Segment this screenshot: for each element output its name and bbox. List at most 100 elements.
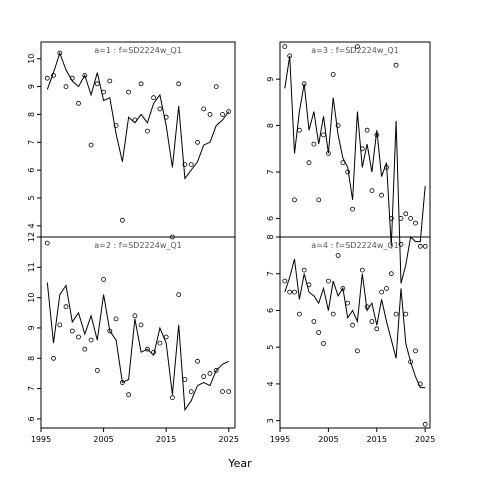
observed-point bbox=[63, 84, 69, 89]
observed-point bbox=[169, 395, 175, 401]
observed-point bbox=[220, 389, 225, 395]
observed-point bbox=[120, 217, 125, 223]
observed-point bbox=[398, 241, 404, 247]
observed-point bbox=[369, 319, 375, 324]
observed-point bbox=[393, 311, 399, 317]
observed-point bbox=[220, 112, 225, 117]
y-tick-label: 9 bbox=[266, 77, 275, 82]
observed-point bbox=[101, 276, 106, 282]
observed-point bbox=[82, 346, 88, 352]
observed-point bbox=[69, 328, 75, 334]
observed-point bbox=[379, 192, 385, 198]
observed-point bbox=[113, 123, 119, 128]
x-tick-label: 1995 bbox=[270, 435, 290, 444]
observed-point bbox=[44, 240, 50, 246]
observed-point bbox=[403, 311, 409, 317]
observed-point bbox=[207, 112, 213, 117]
y-tick-label: 7 bbox=[266, 169, 275, 174]
observed-point bbox=[316, 197, 322, 203]
observed-point bbox=[201, 106, 207, 112]
y-tick-label: 7 bbox=[266, 271, 275, 276]
observed-point bbox=[335, 252, 341, 258]
y-tick-label: 12 bbox=[27, 232, 36, 242]
observed-point bbox=[393, 62, 399, 68]
observed-point bbox=[207, 370, 213, 376]
panel-title: a=3 : f=SD2224w_Q1 bbox=[311, 46, 399, 55]
x-tick-label: 1995 bbox=[31, 435, 51, 444]
y-tick-label: 11 bbox=[27, 262, 36, 272]
observed-point bbox=[325, 278, 331, 284]
observed-point bbox=[316, 330, 322, 335]
observed-point bbox=[88, 337, 94, 343]
observed-point bbox=[301, 267, 307, 273]
observed-point bbox=[384, 285, 389, 291]
observed-point bbox=[195, 358, 200, 364]
observed-point bbox=[151, 95, 157, 101]
observed-point bbox=[330, 311, 336, 317]
observed-point bbox=[144, 346, 150, 352]
observed-point bbox=[345, 300, 351, 306]
y-tick-label: 8 bbox=[266, 234, 275, 239]
observed-point bbox=[163, 334, 169, 340]
observed-point bbox=[369, 188, 375, 194]
observed-point bbox=[311, 319, 317, 324]
y-tick-label: 9 bbox=[27, 325, 36, 330]
observed-point bbox=[213, 84, 219, 89]
observed-point bbox=[374, 326, 380, 332]
fitted-line bbox=[284, 55, 426, 284]
y-tick-label: 3 bbox=[266, 418, 275, 423]
observed-point bbox=[408, 359, 414, 365]
observed-point bbox=[195, 139, 200, 145]
panel-title: a=1 : f=SD2224w_Q1 bbox=[94, 46, 182, 55]
observed-point bbox=[88, 142, 94, 148]
observed-point bbox=[364, 127, 370, 133]
y-tick-label: 7 bbox=[27, 140, 36, 145]
observed-point bbox=[82, 73, 88, 78]
plot-frame bbox=[40, 236, 236, 429]
observed-point bbox=[63, 304, 69, 310]
observed-point bbox=[417, 243, 423, 249]
observed-point bbox=[51, 355, 56, 361]
x-tick-label: 2025 bbox=[415, 435, 435, 444]
observed-point bbox=[176, 81, 182, 87]
observed-point bbox=[321, 341, 326, 346]
observed-point bbox=[330, 72, 336, 77]
y-tick-label: 6 bbox=[266, 308, 275, 313]
y-tick-label: 8 bbox=[266, 123, 275, 128]
observed-point bbox=[138, 81, 144, 87]
panel-title: a=2 : f=SD2224w_Q1 bbox=[94, 241, 182, 250]
observed-point bbox=[182, 162, 188, 168]
observed-point bbox=[188, 162, 194, 168]
observed-point bbox=[321, 132, 326, 138]
observed-point bbox=[292, 197, 297, 203]
y-tick-label: 6 bbox=[27, 416, 36, 421]
observed-point bbox=[201, 374, 207, 379]
x-tick-label: 2015 bbox=[156, 435, 176, 444]
observed-point bbox=[94, 81, 100, 87]
observed-point bbox=[350, 322, 356, 328]
x-axis-label: Year bbox=[227, 457, 252, 470]
observed-point bbox=[335, 123, 341, 128]
observed-point bbox=[107, 78, 113, 84]
y-tick-label: 5 bbox=[266, 345, 275, 350]
observed-point bbox=[126, 89, 132, 95]
panel-a2: 6 7 8 9 10 11 12 1995 2005 2015 2025 a=2 : f=SD2224… bbox=[27, 232, 239, 444]
observed-point bbox=[126, 392, 132, 398]
y-tick-label: 5 bbox=[27, 195, 36, 200]
observed-point bbox=[413, 348, 418, 354]
observed-point bbox=[76, 100, 81, 106]
observed-point bbox=[350, 206, 356, 212]
observed-point bbox=[398, 215, 404, 221]
observed-point bbox=[422, 243, 428, 249]
observed-point bbox=[379, 289, 385, 295]
y-tick-label: 9 bbox=[27, 84, 36, 89]
observed-point bbox=[296, 127, 302, 133]
observed-point bbox=[311, 141, 317, 147]
observed-point bbox=[138, 322, 144, 328]
y-tick-label: 8 bbox=[27, 356, 36, 361]
observed-point bbox=[422, 421, 428, 427]
observed-point bbox=[188, 389, 194, 395]
observed-point bbox=[226, 109, 232, 114]
y-tick-label: 8 bbox=[27, 112, 36, 117]
